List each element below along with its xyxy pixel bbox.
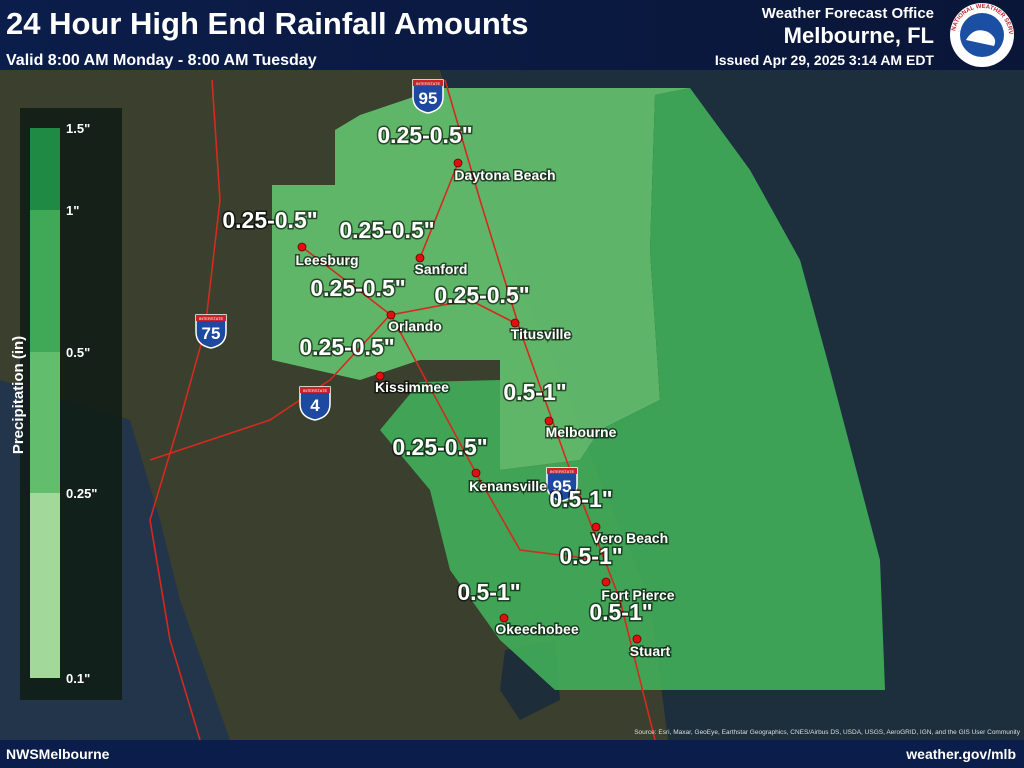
city-amount: 0.25-0.5" <box>377 122 472 148</box>
shield-word: INTERSTATE <box>199 316 224 321</box>
legend-label: 1.5" <box>66 121 90 136</box>
interstate-shield: INTERSTATE 75 <box>195 314 227 349</box>
legend-swatch <box>30 352 60 493</box>
issued: Issued Apr 29, 2025 3:14 AM EDT <box>715 52 935 68</box>
city-name: Titusville <box>511 326 572 342</box>
city-dot <box>544 416 554 426</box>
city-dot <box>632 634 642 644</box>
shield-shape <box>546 467 578 502</box>
city-name: Orlando <box>388 318 442 334</box>
city-dot <box>375 371 385 381</box>
city-name: Daytona Beach <box>454 167 555 183</box>
city-amount: 0.5-1" <box>559 543 622 569</box>
shield-word: INTERSTATE <box>303 388 328 393</box>
interstate-shield: INTERSTATE 95 <box>412 79 444 114</box>
city-name: Sanford <box>415 261 468 277</box>
legend: 1.5" 1" 0.5" 0.25" 0.1" <box>30 121 97 686</box>
source: Source: Esri, Maxar, GeoEye, Earthstar G… <box>634 729 1021 736</box>
shields: INTERSTATE95INTERSTATE75INTERSTATE4INTER… <box>195 79 578 502</box>
city-amount: 0.25-0.5" <box>299 334 394 360</box>
shield-top <box>413 80 443 86</box>
city-name: Fort Pierce <box>601 587 674 603</box>
city-amount: 0.25-0.5" <box>222 207 317 233</box>
legend-label: 0.1" <box>66 671 90 686</box>
cities: 0.25-0.5" Daytona Beach 0.25-0.5" Leesburg 0… <box>221 121 676 661</box>
shield-number: 4 <box>310 396 320 415</box>
city-dot <box>453 158 463 168</box>
shield-shape <box>412 79 444 114</box>
city-amount: 0.5-1" <box>549 486 612 512</box>
shield-number: 95 <box>553 477 572 496</box>
header-bar <box>0 0 1024 70</box>
shield-shape <box>299 386 331 421</box>
legend-label: 1" <box>66 203 79 218</box>
shield-word: INTERSTATE <box>416 81 441 86</box>
city-amount: 0.25-0.5" <box>392 434 487 460</box>
footer-right: weather.gov/mlb <box>905 746 1016 762</box>
city-amount: 0.5-1" <box>457 579 520 605</box>
shield-shape <box>195 314 227 349</box>
city-dot <box>601 577 611 587</box>
office-location: Melbourne, FL <box>784 23 934 48</box>
city-dot <box>415 253 425 263</box>
city-dot <box>591 522 601 532</box>
city-name: Kenansville <box>469 478 547 494</box>
city-dot <box>297 242 307 252</box>
city-dot <box>471 468 481 478</box>
city-dot <box>510 318 520 328</box>
office: Weather Forecast Office <box>762 5 934 22</box>
shield-top <box>547 468 577 474</box>
legend-title: Precipitation (in) <box>10 336 27 454</box>
legend-swatch <box>30 210 60 352</box>
zone-0.5-1 <box>380 88 885 690</box>
shield-word: INTERSTATE <box>550 469 575 474</box>
legend-label: 0.25" <box>66 486 97 501</box>
interstate-shield: INTERSTATE 4 <box>299 386 331 421</box>
shield-number: 95 <box>419 89 438 108</box>
legend-label: 0.5" <box>66 345 90 360</box>
interstate-shield: INTERSTATE 95 <box>546 467 578 502</box>
city-amount: 0.25-0.5" <box>339 217 434 243</box>
city-name: Melbourne <box>546 424 617 440</box>
city-name: Stuart <box>630 643 671 659</box>
city-name: Okeechobee <box>495 621 578 637</box>
city-amount: 0.25-0.5" <box>434 282 529 308</box>
city-dot <box>499 613 509 623</box>
shield-top <box>196 315 226 321</box>
footer-bar <box>0 740 1024 768</box>
shield-top <box>300 387 330 393</box>
city-name: Kissimmee <box>375 379 449 395</box>
city-name: Leesburg <box>295 252 358 268</box>
city-name: Vero Beach <box>592 530 668 546</box>
title: 24 Hour High End Rainfall Amounts <box>6 6 528 41</box>
shield-number: 75 <box>202 324 221 343</box>
legend-swatch <box>30 493 60 678</box>
city-dot <box>386 310 396 320</box>
footer-left: NWSMelbourne <box>6 746 110 762</box>
city-amount: 0.5-1" <box>589 599 652 625</box>
city-amount: 0.5-1" <box>503 379 566 405</box>
subtitle: Valid 8:00 AM Monday - 8:00 AM Tuesday <box>6 52 317 69</box>
city-amount: 0.25-0.5" <box>310 275 405 301</box>
legend-swatch <box>30 128 60 210</box>
